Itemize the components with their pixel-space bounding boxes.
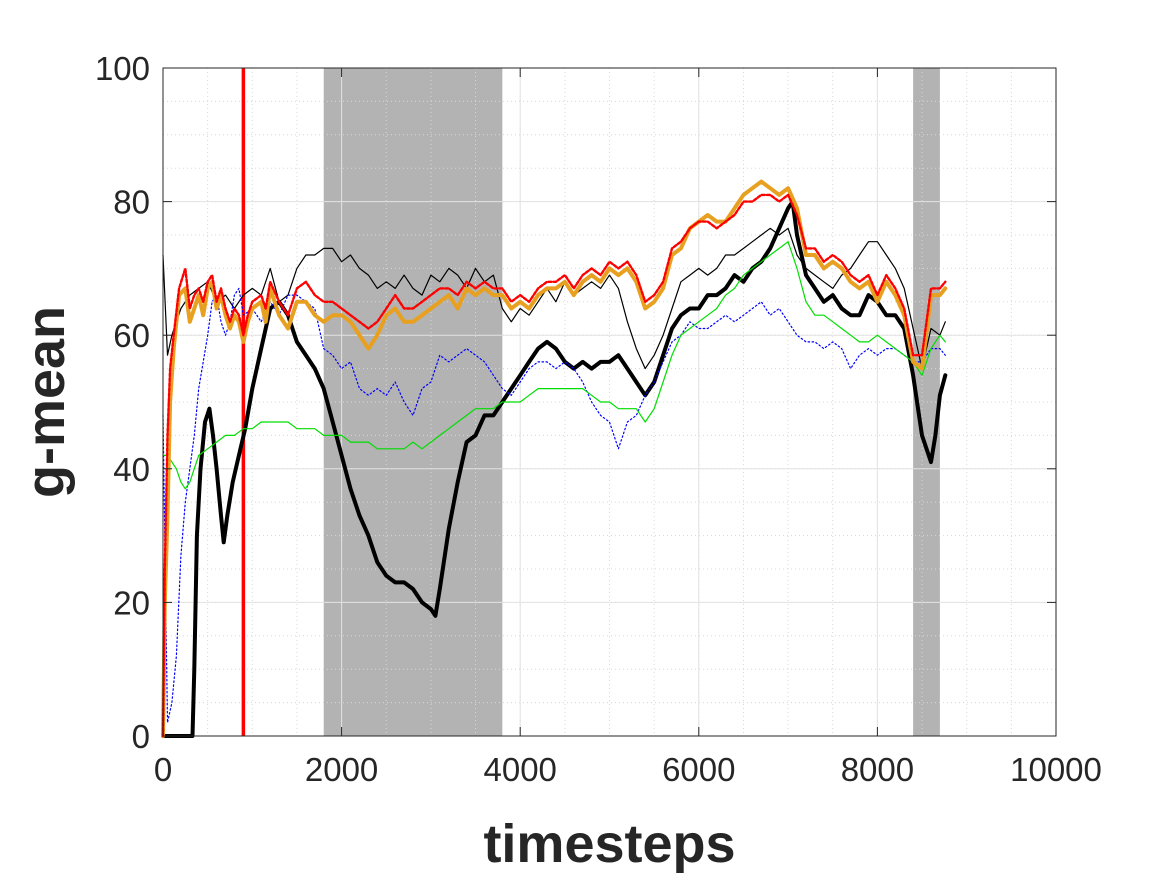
x-axis-label: timesteps <box>483 814 735 874</box>
series-line-2 <box>161 199 948 738</box>
series-line-4 <box>162 241 946 490</box>
x-tick-label: 0 <box>154 751 172 788</box>
y-axis-label: g-mean <box>16 306 76 498</box>
x-tick-label: 2000 <box>305 751 378 788</box>
series-line-1 <box>162 227 946 370</box>
x-tick-label: 10000 <box>1010 751 1102 788</box>
shaded-regions <box>323 68 940 736</box>
x-tick-label: 4000 <box>483 751 556 788</box>
y-tick-label: 100 <box>95 50 150 87</box>
y-tick-label: 60 <box>113 317 150 354</box>
plot-frame <box>162 67 1057 737</box>
y-tick-label: 80 <box>113 184 150 221</box>
y-tick-label: 40 <box>113 451 150 488</box>
series-line-3 <box>162 287 946 724</box>
y-tick-label: 0 <box>132 718 150 755</box>
axis-ticks: 0 2000 4000 6000 8000 10000 0 20 40 60 80 100 <box>95 50 1102 788</box>
series-lines <box>161 179 948 738</box>
y-tick-label: 20 <box>113 584 150 621</box>
series-line-6 <box>161 193 947 738</box>
x-tick-label: 8000 <box>841 751 914 788</box>
x-tick-label: 6000 <box>662 751 735 788</box>
shaded-region-1 <box>323 68 503 736</box>
